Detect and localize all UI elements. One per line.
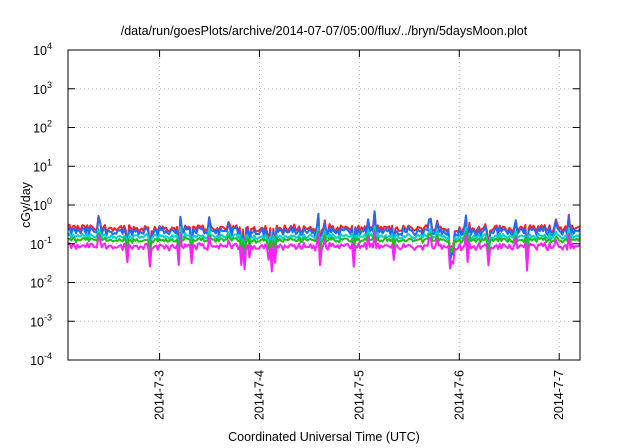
- series-group: [67, 210, 581, 273]
- series-line: [67, 225, 581, 257]
- x-tick-label: 2014-7-6: [452, 370, 466, 420]
- y-tick-label: 101: [33, 157, 52, 174]
- y-tick-label: 10-3: [30, 312, 52, 329]
- x-tick-label: 2014-7-4: [252, 370, 266, 420]
- y-tick-label: 10-4: [30, 351, 52, 368]
- y-axis-label: cGy/day: [19, 181, 33, 228]
- y-tick-label: 10-1: [30, 235, 52, 252]
- series-line: [67, 229, 581, 258]
- y-tick-label: 102: [33, 119, 52, 136]
- y-tick-label: 103: [33, 80, 52, 97]
- x-tick-label: 2014-7-5: [352, 370, 366, 420]
- grid: [68, 50, 580, 360]
- series-line: [67, 210, 581, 267]
- y-tick-label: 100: [33, 196, 52, 213]
- x-axis-label: Coordinated Universal Time (UTC): [228, 430, 420, 444]
- y-tick-label: 104: [33, 41, 52, 58]
- series-line: [67, 231, 581, 273]
- chart-title: /data/run/goesPlots/archive/2014-07-07/0…: [121, 24, 528, 38]
- x-tick-label: 2014-7-3: [153, 370, 167, 420]
- x-tick-label: 2014-7-7: [552, 370, 566, 420]
- y-tick-label: 10-2: [30, 274, 52, 291]
- x-axis: 2014-7-3 2014-7-4 2014-7-5 2014-7-6 2014-7-7: [153, 50, 566, 420]
